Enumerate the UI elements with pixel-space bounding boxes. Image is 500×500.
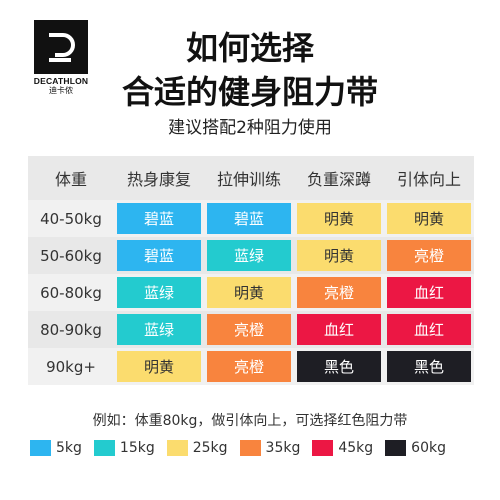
header-warmup: 热身康复 — [126, 170, 191, 189]
band-cell: 碧蓝 — [114, 237, 204, 274]
table-row: 80-90kg 蓝绿 亮橙 血红 血红 — [28, 311, 474, 348]
band-color-label: 黑色 — [387, 351, 471, 382]
band-color-label: 黑色 — [297, 351, 381, 382]
band-cell: 血红 — [294, 311, 384, 348]
band-color-label: 亮橙 — [207, 314, 291, 345]
legend-label: 60kg — [411, 440, 446, 456]
band-color-label: 血红 — [387, 314, 471, 345]
legend-label: 25kg — [192, 440, 228, 456]
table-row: 50-60kg 碧蓝 蓝绿 明黄 亮橙 — [28, 237, 474, 274]
band-cell: 碧蓝 — [204, 200, 294, 237]
band-cell: 明黄 — [204, 274, 294, 311]
band-cell: 蓝绿 — [204, 237, 294, 274]
logo-glyph — [49, 33, 75, 62]
decathlon-logo-icon — [34, 20, 88, 74]
band-color-label: 蓝绿 — [117, 277, 201, 308]
weight-cell: 80-90kg — [40, 320, 102, 339]
band-cell: 明黄 — [384, 200, 474, 237]
legend-swatch — [93, 440, 115, 456]
legend-label: 45kg — [338, 440, 374, 456]
page-title-line1: 如何选择 — [185, 29, 314, 67]
band-color-label: 亮橙 — [297, 277, 381, 308]
band-cell: 亮橙 — [384, 237, 474, 274]
legend-item: 15kg — [93, 440, 155, 456]
band-cell: 碧蓝 — [114, 200, 204, 237]
header-pullup: 引体向上 — [396, 170, 461, 189]
header-weight: 体重 — [54, 170, 87, 189]
band-cell: 明黄 — [114, 348, 204, 385]
legend-label: 5kg — [56, 440, 82, 456]
brand-logo: DECATHLON 迪卡侬 — [26, 20, 96, 96]
band-color-label: 亮橙 — [387, 240, 471, 271]
legend-item: 45kg — [312, 440, 373, 456]
legend-swatch — [312, 440, 334, 456]
band-cell: 亮橙 — [204, 311, 294, 348]
band-color-label: 碧蓝 — [117, 240, 201, 271]
band-cell: 亮橙 — [294, 274, 384, 311]
band-color-label: 明黄 — [297, 203, 381, 234]
table-row: 60-80kg 蓝绿 明黄 亮橙 血红 — [28, 274, 474, 311]
header-squat: 负重深蹲 — [306, 170, 371, 189]
legend-swatch — [166, 440, 188, 456]
page-title-line2: 合适的健身阻力带 — [121, 73, 378, 111]
band-cell: 血红 — [384, 274, 474, 311]
band-color-label: 蓝绿 — [117, 314, 201, 345]
band-color-label: 蓝绿 — [207, 240, 291, 271]
band-cell: 黑色 — [294, 348, 384, 385]
band-cell: 明黄 — [294, 200, 384, 237]
color-legend: 5kg 15kg 25kg 35kg 45kg 60kg — [30, 440, 480, 456]
brand-name-cn: 迪卡侬 — [49, 86, 73, 95]
band-color-label: 碧蓝 — [207, 203, 291, 234]
weight-cell: 40-50kg — [40, 209, 102, 228]
band-color-label: 明黄 — [387, 203, 471, 234]
band-cell: 血红 — [384, 311, 474, 348]
brand-name: DECATHLON — [33, 76, 89, 86]
band-color-label: 血红 — [387, 277, 471, 308]
legend-swatch — [239, 440, 261, 456]
header-stretch: 拉伸训练 — [216, 170, 281, 189]
example-note: 例如：体重80kg，做引体向上，可选择红色阻力带 — [92, 413, 408, 429]
legend-item: 5kg — [30, 440, 82, 456]
legend-swatch — [385, 440, 407, 456]
legend-label: 15kg — [119, 440, 155, 456]
band-cell: 明黄 — [294, 237, 384, 274]
band-color-label: 明黄 — [207, 277, 291, 308]
table-row: 90kg+ 明黄 亮橙 黑色 黑色 — [28, 348, 474, 385]
page-subtitle: 建议搭配2种阻力使用 — [168, 118, 332, 138]
table-body: 40-50kg 碧蓝 碧蓝 明黄 明黄 50-60kg 碧蓝 蓝绿 明黄 亮橙 60-80kg 蓝绿明… — [28, 200, 474, 385]
band-cell: 蓝绿 — [114, 311, 204, 348]
table-row: 40-50kg 碧蓝 碧蓝 明黄 明黄 — [28, 200, 474, 237]
band-color-label: 明黄 — [117, 351, 201, 382]
legend-swatch — [30, 440, 51, 456]
resistance-table: 体重 热身康复 拉伸训练 负重深蹲 引体向上 40-50kg 碧蓝 碧蓝 明黄 明黄 50… — [28, 156, 474, 385]
legend-item: 25kg — [166, 440, 228, 456]
table-header: 体重 热身康复 拉伸训练 负重深蹲 引体向上 — [28, 156, 474, 200]
weight-cell: 60-80kg — [40, 283, 102, 302]
band-cell: 蓝绿 — [114, 274, 204, 311]
band-color-label: 明黄 — [297, 240, 381, 271]
weight-cell: 90kg+ — [46, 357, 96, 376]
band-color-label: 碧蓝 — [117, 203, 201, 234]
band-color-label: 血红 — [297, 314, 381, 345]
band-color-label: 亮橙 — [207, 351, 291, 382]
weight-cell: 50-60kg — [40, 246, 102, 265]
band-cell: 亮橙 — [204, 348, 294, 385]
legend-label: 35kg — [265, 440, 301, 456]
legend-item: 60kg — [385, 440, 446, 456]
legend-item: 35kg — [239, 440, 301, 456]
band-cell: 黑色 — [384, 348, 474, 385]
